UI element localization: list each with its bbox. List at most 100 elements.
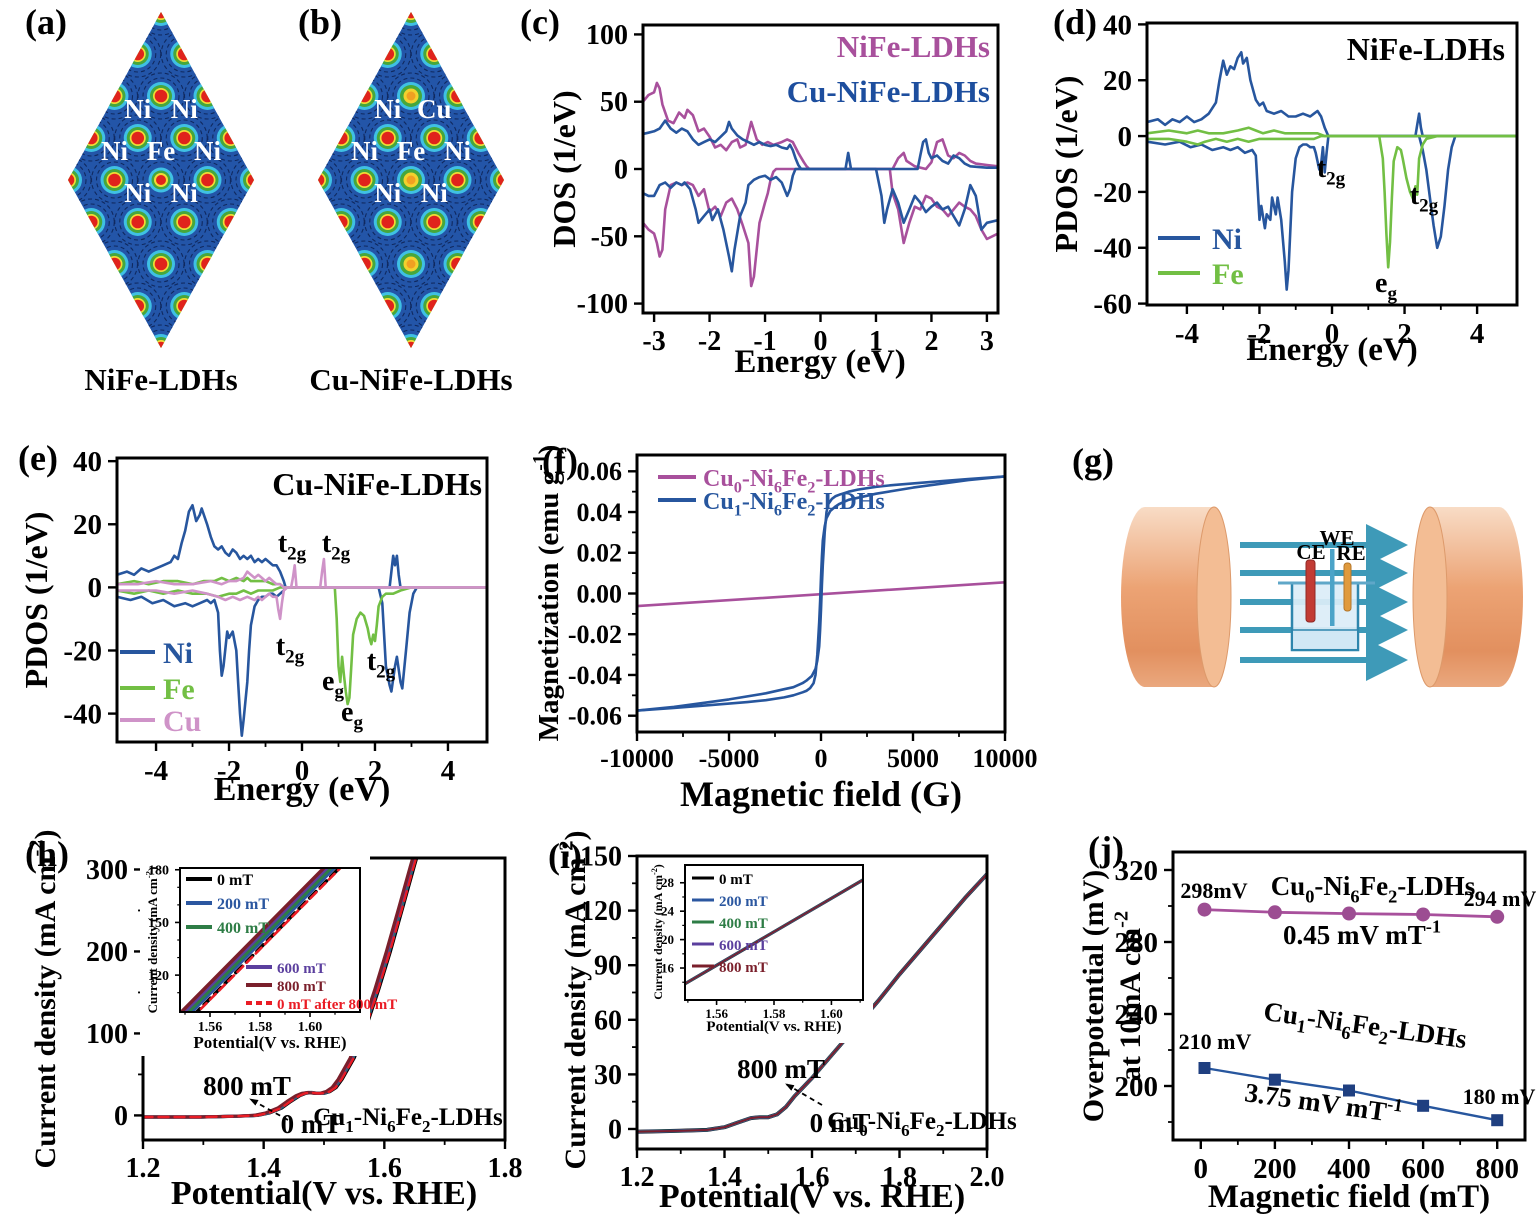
svg-text:0: 0: [295, 755, 310, 787]
svg-text:16: 16: [661, 960, 675, 975]
svg-text:Cu: Cu: [417, 94, 452, 124]
svg-text:1.60: 1.60: [820, 1006, 843, 1021]
panel-label-i: (i): [548, 836, 582, 876]
svg-text:180 mV: 180 mV: [1463, 1084, 1536, 1109]
svg-text:1.58: 1.58: [763, 1006, 786, 1021]
svg-text:1.2: 1.2: [620, 1162, 655, 1193]
svg-text:0 mT: 0 mT: [810, 1108, 871, 1138]
svg-text:0.45 mV mT-1: 0.45 mV mT-1: [1283, 917, 1441, 950]
svg-text:40: 40: [1103, 9, 1132, 41]
svg-text:t2g: t2g: [276, 631, 305, 668]
svg-text:1.8: 1.8: [882, 1162, 917, 1193]
svg-text:1.2: 1.2: [126, 1153, 161, 1184]
svg-text:Ni: Ni: [444, 136, 471, 166]
svg-text:Ni: Ni: [101, 136, 128, 166]
svg-text:1.56: 1.56: [198, 1020, 223, 1035]
svg-text:Fe: Fe: [147, 136, 175, 166]
svg-text:-3: -3: [642, 326, 665, 357]
svg-text:t2g: t2g: [367, 646, 396, 683]
svg-text:-0.06: -0.06: [568, 702, 622, 731]
svg-text:0: 0: [114, 1101, 128, 1132]
series-h_inset: [180, 868, 343, 1012]
panel-label-f: (f): [542, 441, 578, 481]
svg-text:400 mT: 400 mT: [217, 920, 269, 937]
lattice-a: Ni Ni Ni Fe Ni Ni Ni: [68, 12, 254, 348]
svg-text:PDOS (1/eV): PDOS (1/eV): [1048, 76, 1084, 253]
svg-text:Current density (mA cm-2): Current density (mA cm-2): [555, 831, 592, 1170]
svg-text:-40: -40: [1093, 233, 1132, 265]
svg-text:24: 24: [661, 904, 675, 919]
svg-text:Ni: Ni: [194, 136, 221, 166]
chart-c: -3 -2 -1 0 1 2 3 -100 -50 0 50 100 Energy (eV) DOS (1…: [546, 20, 1000, 380]
svg-text:-40: -40: [63, 698, 102, 730]
svg-text:200: 200: [1253, 1153, 1297, 1185]
svg-text:0: 0: [1118, 121, 1133, 153]
svg-text:800 mT: 800 mT: [719, 960, 768, 976]
svg-text:180: 180: [148, 864, 169, 879]
svg-text:1.4: 1.4: [707, 1162, 742, 1193]
panel-label-c: (c): [520, 2, 560, 42]
svg-text:eg: eg: [1375, 268, 1397, 305]
svg-text:600: 600: [1401, 1153, 1445, 1185]
svg-text:Energy (eV): Energy (eV): [734, 344, 905, 380]
svg-text:2.0: 2.0: [970, 1162, 1005, 1193]
svg-text:Ni: Ni: [163, 637, 193, 670]
series-c: [643, 81, 998, 288]
series-j: [1197, 902, 1505, 1127]
svg-text:t2g: t2g: [1317, 153, 1346, 190]
svg-text:0: 0: [1325, 318, 1340, 350]
svg-text:Ni: Ni: [124, 178, 151, 208]
series-d: [1147, 50, 1517, 291]
panel-label-h: (h): [25, 834, 69, 874]
svg-text:-20: -20: [63, 635, 102, 667]
svg-text:Ni: Ni: [421, 178, 448, 208]
svg-text:320: 320: [1115, 855, 1159, 887]
svg-text:NiFe-LDHs: NiFe-LDHs: [837, 29, 990, 64]
svg-text:-0.04: -0.04: [568, 661, 622, 690]
svg-text:Potential(V vs. RHE): Potential(V vs. RHE): [193, 1033, 346, 1052]
svg-text:200: 200: [86, 937, 128, 968]
svg-text:0 mT: 0 mT: [281, 1109, 342, 1139]
svg-text:Ni: Ni: [351, 136, 378, 166]
svg-text:-50: -50: [591, 222, 628, 253]
svg-text:0 mT: 0 mT: [217, 872, 253, 889]
svg-text:PDOS (1/eV): PDOS (1/eV): [18, 512, 54, 689]
svg-text:Current density (mA cm-2): Current density (mA cm-2): [144, 867, 161, 1014]
chart-f: -10000 -5000 0 5000 10000 -0.06 -0.04 -0.02 0.00…: [529, 445, 1038, 814]
svg-text:-2: -2: [217, 755, 241, 787]
panel-label-d: (d): [1053, 2, 1097, 42]
svg-text:-100: -100: [577, 289, 628, 320]
svg-text:240: 240: [1115, 999, 1159, 1031]
svg-text:20: 20: [1103, 65, 1132, 97]
svg-text:28: 28: [661, 875, 675, 890]
series-i_inset: [685, 878, 863, 986]
svg-text:150: 150: [148, 916, 169, 931]
svg-text:600 mT: 600 mT: [277, 961, 326, 977]
svg-text:-5000: -5000: [699, 744, 760, 773]
svg-text:200: 200: [1115, 1071, 1159, 1103]
svg-text:0.06: 0.06: [577, 457, 623, 486]
svg-text:280: 280: [1115, 927, 1159, 959]
svg-text:Cu: Cu: [163, 705, 201, 738]
series-i: [637, 872, 987, 1134]
svg-text:Current density (mA cm-2): Current density (mA cm-2): [25, 830, 62, 1169]
svg-text:4: 4: [441, 755, 456, 787]
svg-text:120: 120: [148, 969, 169, 984]
svg-text:at 10mA cm-2: at 10mA cm-2: [1110, 911, 1147, 1081]
svg-text:t2g: t2g: [1410, 180, 1439, 217]
svg-text:Cu1-Ni6Fe2-LDHs: Cu1-Ni6Fe2-LDHs: [313, 1104, 503, 1136]
svg-text:Magnetic field (mT): Magnetic field (mT): [1208, 1179, 1490, 1215]
svg-text:0: 0: [1194, 1153, 1209, 1185]
svg-text:Potential(V vs. RHE): Potential(V vs. RHE): [706, 1019, 841, 1035]
svg-text:0.04: 0.04: [577, 498, 623, 527]
svg-text:5000: 5000: [887, 744, 939, 773]
svg-text:-10000: -10000: [600, 744, 674, 773]
svg-text:eg: eg: [322, 666, 344, 703]
svg-text:2: 2: [368, 755, 383, 787]
svg-text:200 mT: 200 mT: [719, 894, 768, 910]
